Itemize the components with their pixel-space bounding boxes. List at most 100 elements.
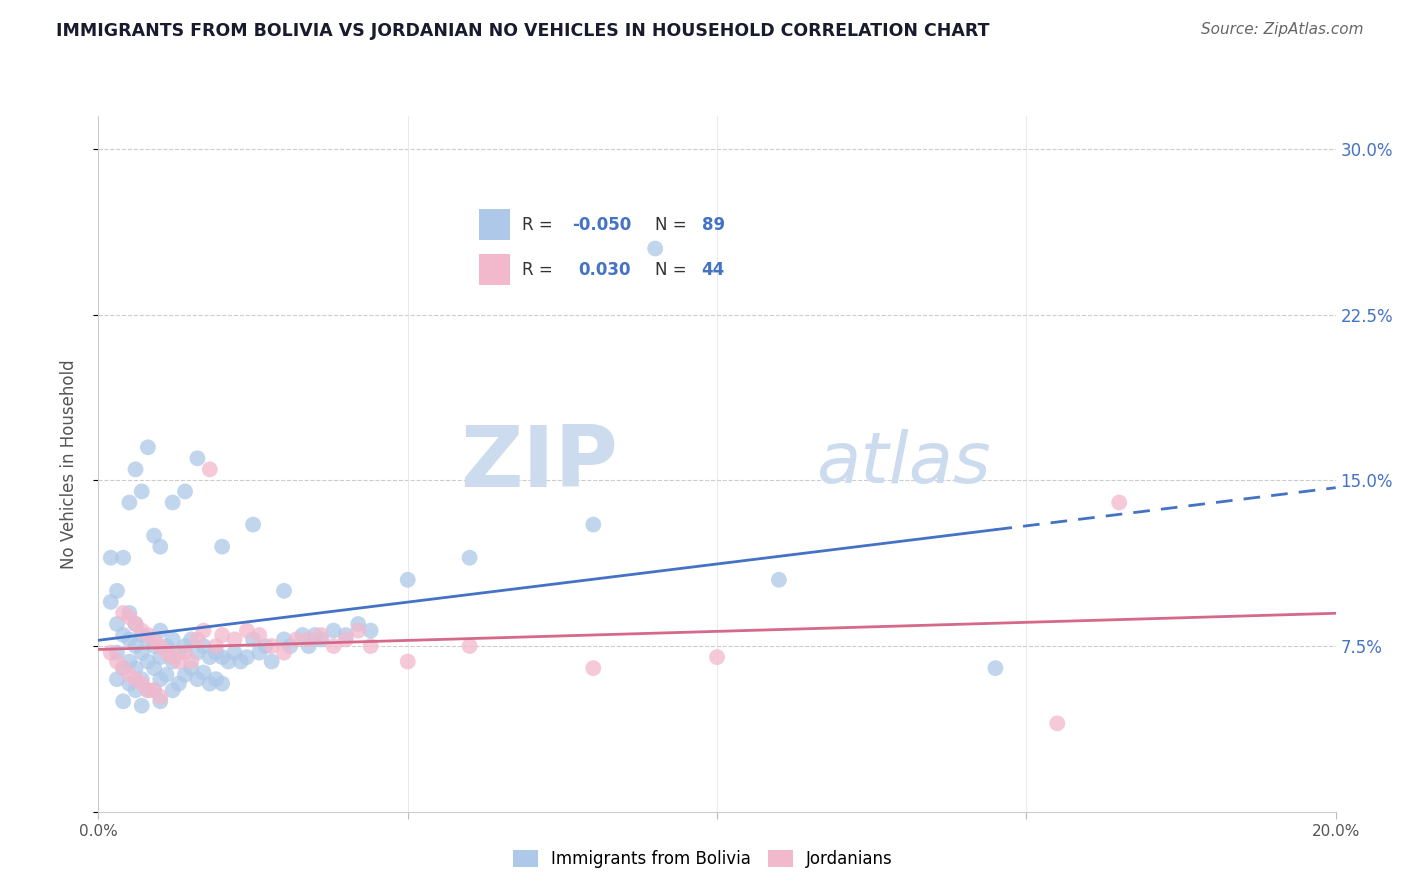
Legend: Immigrants from Bolivia, Jordanians: Immigrants from Bolivia, Jordanians <box>506 843 900 875</box>
Point <box>143 632 166 647</box>
Point <box>131 484 153 499</box>
Point <box>582 517 605 532</box>
Text: N =: N = <box>655 261 692 279</box>
Point <box>706 650 728 665</box>
Point <box>136 632 159 647</box>
Point <box>118 606 141 620</box>
Point <box>1046 716 1069 731</box>
Point <box>224 646 246 660</box>
Point <box>211 650 233 665</box>
Point <box>112 606 135 620</box>
Point <box>143 528 166 542</box>
Point <box>167 676 190 690</box>
Text: IMMIGRANTS FROM BOLIVIA VS JORDANIAN NO VEHICLES IN HOUSEHOLD CORRELATION CHART: IMMIGRANTS FROM BOLIVIA VS JORDANIAN NO … <box>56 22 990 40</box>
Point <box>273 583 295 598</box>
Point <box>118 495 141 509</box>
Point <box>247 646 270 660</box>
Point <box>112 628 135 642</box>
Point <box>100 646 122 660</box>
Point <box>136 655 159 669</box>
Point <box>211 540 233 554</box>
Point <box>131 672 153 686</box>
Point <box>131 628 153 642</box>
Point <box>124 661 146 675</box>
Point <box>396 573 419 587</box>
Point <box>260 639 283 653</box>
Text: Source: ZipAtlas.com: Source: ZipAtlas.com <box>1201 22 1364 37</box>
Point <box>768 573 790 587</box>
Point <box>174 667 197 681</box>
Point <box>124 672 146 686</box>
Point <box>224 632 246 647</box>
Point <box>360 639 382 653</box>
Text: R =: R = <box>522 216 558 235</box>
Point <box>162 650 184 665</box>
Point <box>105 672 128 686</box>
Text: N =: N = <box>655 216 692 235</box>
Point <box>167 655 190 669</box>
Point <box>309 632 332 647</box>
Point <box>105 646 128 660</box>
Point <box>285 632 308 647</box>
Point <box>149 690 172 704</box>
Point <box>155 667 177 681</box>
Point <box>162 495 184 509</box>
Point <box>298 632 321 647</box>
Point <box>112 550 135 565</box>
Point <box>193 624 215 638</box>
Point <box>118 632 141 647</box>
Point <box>149 694 172 708</box>
Point <box>112 661 135 675</box>
Point <box>174 639 197 653</box>
Point <box>278 639 301 653</box>
Point <box>236 650 259 665</box>
Point <box>118 655 141 669</box>
Point <box>396 655 419 669</box>
Point <box>124 617 146 632</box>
Point <box>186 632 208 647</box>
Point <box>136 683 159 698</box>
Point <box>174 646 197 660</box>
Point <box>304 628 326 642</box>
Point <box>205 672 228 686</box>
Point <box>162 632 184 647</box>
Point <box>198 462 221 476</box>
Point <box>143 683 166 698</box>
Point <box>1108 495 1130 509</box>
Point <box>458 550 481 565</box>
Text: R =: R = <box>522 261 558 279</box>
Point <box>155 646 177 660</box>
Point <box>136 628 159 642</box>
Point <box>242 632 264 647</box>
Point <box>100 550 122 565</box>
Point <box>180 655 202 669</box>
Point <box>247 628 270 642</box>
Point <box>136 683 159 698</box>
Point <box>260 655 283 669</box>
Point <box>322 639 344 653</box>
Point <box>360 624 382 638</box>
Point <box>644 242 666 256</box>
Point <box>131 676 153 690</box>
Point <box>149 540 172 554</box>
Point <box>186 646 208 660</box>
Bar <box>479 209 510 240</box>
Point <box>118 667 141 681</box>
Point <box>105 617 128 632</box>
Point <box>136 440 159 454</box>
Point <box>186 451 208 466</box>
Point <box>984 661 1007 675</box>
Point <box>291 628 314 642</box>
Point <box>162 655 184 669</box>
Point <box>105 583 128 598</box>
Point <box>211 628 233 642</box>
Point <box>149 639 172 653</box>
Point <box>347 617 370 632</box>
Point <box>217 655 239 669</box>
Point <box>322 624 344 638</box>
Point <box>105 655 128 669</box>
Text: 89: 89 <box>702 216 724 235</box>
Point <box>582 661 605 675</box>
Point <box>167 646 190 660</box>
Point <box>273 646 295 660</box>
